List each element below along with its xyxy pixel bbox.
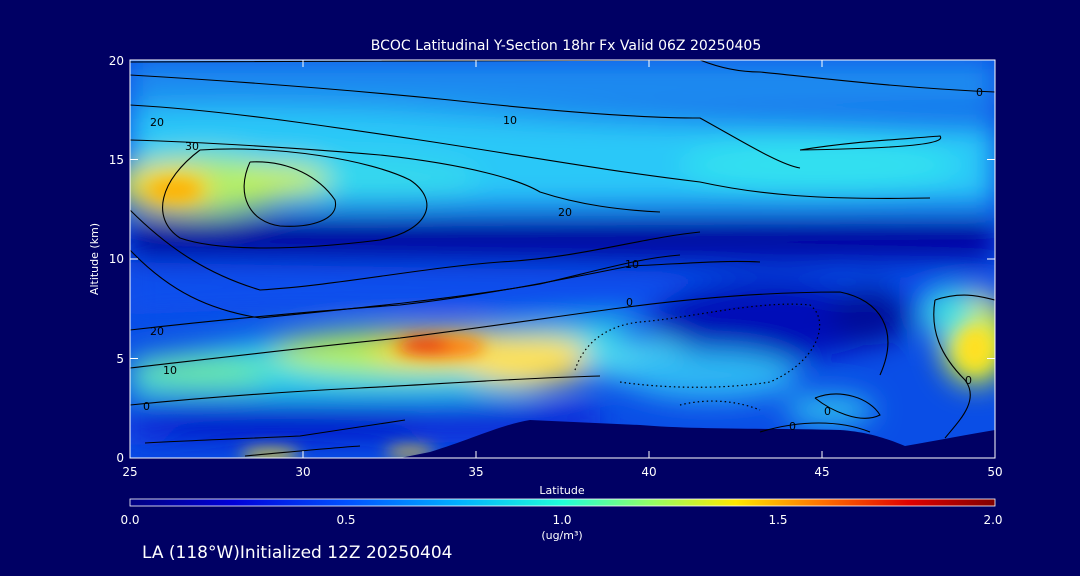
y-tick-labels: 0 5 10 15 20 bbox=[109, 54, 124, 465]
contour-label: 0 bbox=[789, 420, 796, 433]
contour-label: 10 bbox=[163, 364, 177, 377]
colorbar-gradient bbox=[129, 498, 996, 507]
contour-label: 20 bbox=[558, 206, 572, 219]
colorbar-unit-label: (ug/m³) bbox=[541, 529, 582, 542]
y-tick-label: 15 bbox=[109, 153, 124, 167]
x-tick-label: 35 bbox=[468, 465, 483, 479]
colorbar-tick-label: 0.0 bbox=[120, 513, 139, 527]
contour-label: 30 bbox=[185, 140, 199, 153]
contour-label: 0 bbox=[824, 405, 831, 418]
colorbar-tick-label: 1.0 bbox=[552, 513, 571, 527]
contour-label: 0 bbox=[976, 86, 983, 99]
contour-labels: 0 0 0 0 0 0 10 10 10 20 20 20 30 bbox=[143, 86, 983, 433]
x-tick-label: 45 bbox=[814, 465, 829, 479]
contour-label: 0 bbox=[626, 296, 633, 309]
chart-title: BCOC Latitudinal Y-Section 18hr Fx Valid… bbox=[371, 38, 761, 54]
y-tick-label: 10 bbox=[109, 252, 124, 266]
y-tick-label: 20 bbox=[109, 54, 124, 68]
x-tick-label: 50 bbox=[987, 465, 1002, 479]
x-tick-label: 25 bbox=[122, 465, 137, 479]
contour-label: 20 bbox=[150, 325, 164, 338]
contour-label: 20 bbox=[150, 116, 164, 129]
contour-label: 0 bbox=[965, 374, 972, 387]
y-tick-label: 5 bbox=[116, 352, 124, 366]
terrain-mask bbox=[400, 420, 995, 458]
colorbar-tick-label: 0.5 bbox=[336, 513, 355, 527]
x-tick-labels: 25 30 35 40 45 50 bbox=[122, 465, 1002, 479]
colorbar: 0.0 0.5 1.0 1.5 2.0 (ug/m³) bbox=[120, 498, 1003, 542]
colorbar-tick-label: 1.5 bbox=[768, 513, 787, 527]
x-axis-label: Latitude bbox=[539, 484, 585, 497]
contour-label: 0 bbox=[143, 400, 150, 413]
init-info-text: LA (118°W)Initialized 12Z 20250404 bbox=[142, 543, 453, 563]
y-axis-label: Altitude (km) bbox=[88, 223, 101, 295]
x-tick-label: 40 bbox=[641, 465, 656, 479]
contour-label: 10 bbox=[625, 258, 639, 271]
x-tick-label: 30 bbox=[295, 465, 310, 479]
contour-label: 10 bbox=[503, 114, 517, 127]
axes bbox=[129, 59, 996, 459]
colorbar-tick-label: 2.0 bbox=[983, 513, 1002, 527]
concentration-field bbox=[130, 60, 995, 458]
y-tick-label: 0 bbox=[116, 451, 124, 465]
